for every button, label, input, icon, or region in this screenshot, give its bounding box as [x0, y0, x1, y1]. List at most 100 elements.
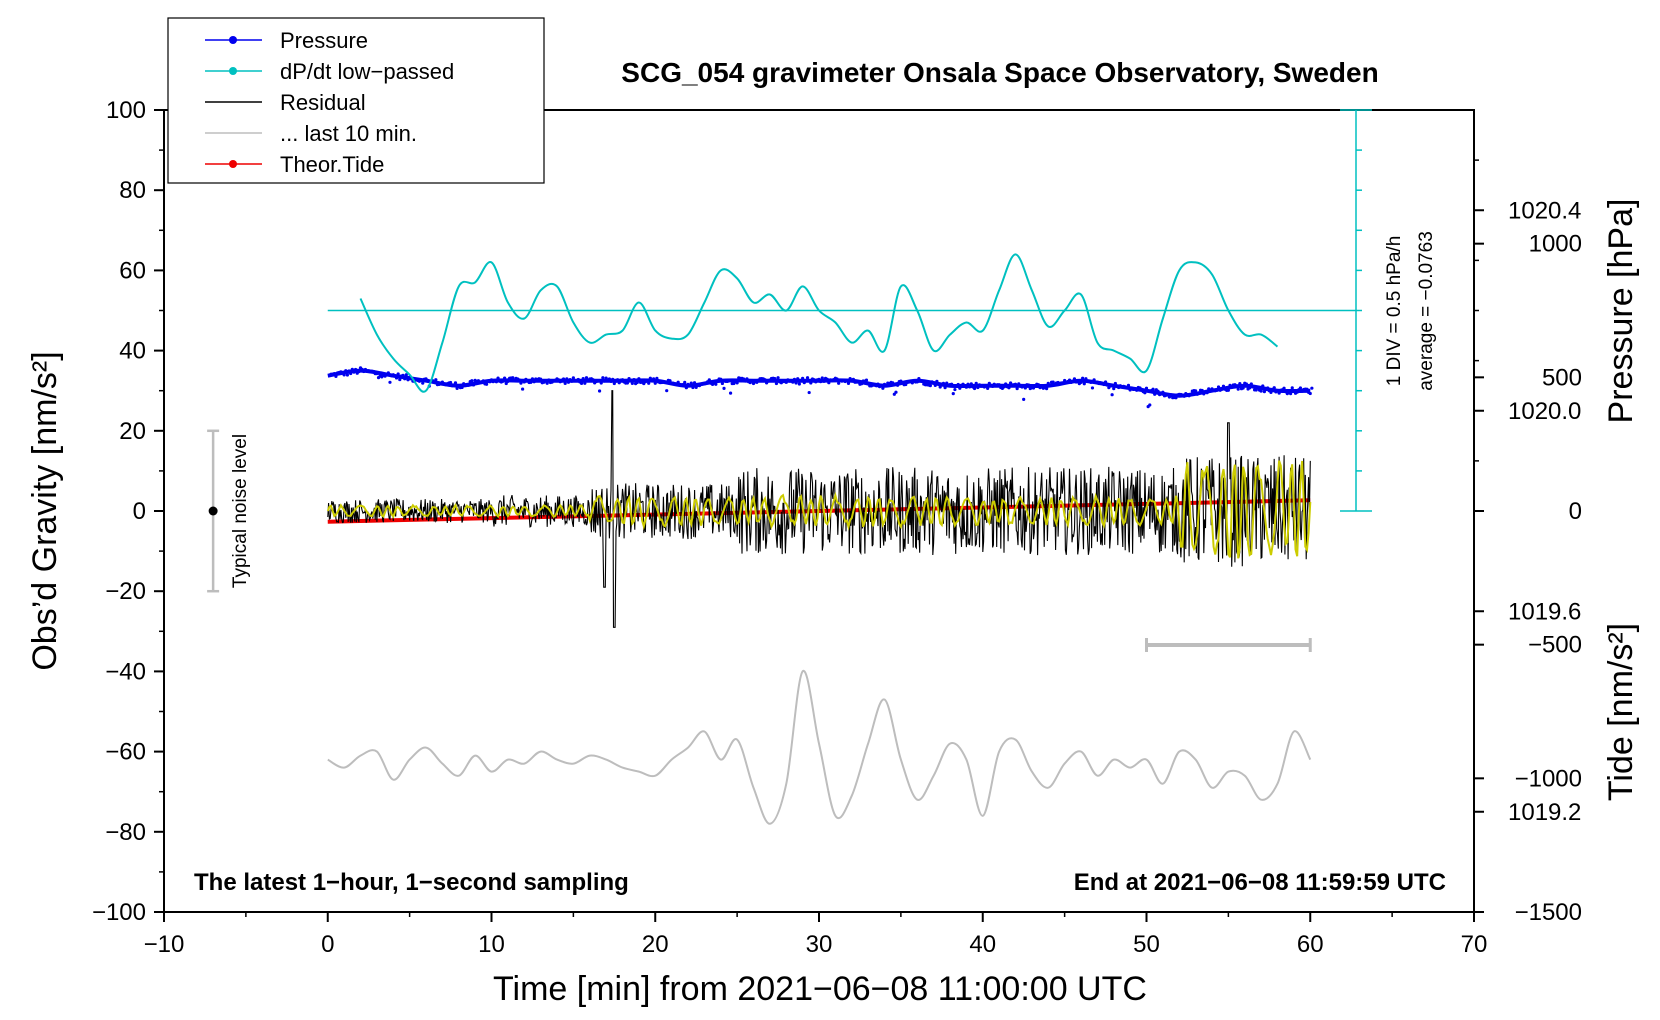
pressure-point [655, 376, 659, 380]
pressure-point [920, 379, 924, 383]
pressure-point [401, 373, 405, 377]
legend-marker [229, 160, 237, 168]
pressure-point [1200, 388, 1204, 393]
x-tick-label: 20 [642, 931, 669, 958]
pressure-point [941, 381, 946, 385]
y-axis-title-tide: Tide [nm/s²] [1602, 623, 1640, 801]
pressure-point [563, 381, 567, 386]
pressure-point [1139, 387, 1144, 392]
y-tick-label: 60 [119, 257, 146, 284]
pressure-point [349, 371, 353, 376]
pressure-point [719, 377, 723, 381]
pressure-point [683, 380, 687, 384]
pressure-point [1015, 386, 1019, 391]
pressure-point [471, 383, 476, 387]
pressure-point [426, 378, 430, 382]
pressure-point [517, 378, 521, 382]
pressure-scale-ruler [1340, 109, 1372, 512]
pressure-point [792, 377, 797, 381]
pressure-point [1022, 397, 1026, 402]
pressure-point [1277, 391, 1281, 395]
pressure-point [845, 378, 849, 383]
pressure-point [581, 376, 585, 381]
pressure-point [543, 379, 548, 383]
pressure-point [684, 386, 688, 390]
x-tick-label: 10 [478, 931, 505, 958]
pressure-point [1020, 385, 1024, 389]
pressure-point [969, 382, 973, 386]
pressure-point [481, 379, 485, 383]
pressure-point [591, 378, 595, 382]
pressure-point [1148, 403, 1152, 407]
pressure-point [986, 386, 990, 391]
pressure-point [630, 381, 634, 385]
pressure-point [1081, 376, 1085, 380]
pressure-point [1102, 382, 1106, 387]
pressure-point [968, 385, 972, 389]
pressure-point [632, 377, 636, 382]
pressure-point [817, 377, 821, 381]
pressure-point [1295, 390, 1299, 394]
pressure-point [859, 382, 864, 386]
legend-label: Pressure [280, 28, 368, 53]
pressure-point [707, 378, 711, 382]
y-tick-label: −100 [92, 899, 146, 926]
pressure-point [791, 380, 795, 384]
pressure-point [561, 377, 566, 381]
pressure-point [1244, 382, 1248, 386]
pressure-point [571, 376, 575, 380]
pressure-point [352, 370, 356, 374]
pressure-point [625, 381, 630, 385]
pressure-point [950, 382, 954, 386]
pressure-point [1027, 383, 1031, 387]
chart-title: SCG_054 gravimeter Onsala Space Observat… [621, 57, 1378, 88]
pressure-point [1161, 390, 1165, 394]
dpdt-series-line [359, 253, 1279, 393]
pressure-point [565, 377, 569, 381]
pressure-point [647, 381, 651, 385]
pressure-point [891, 381, 895, 385]
pressure-tick-label: 1020.4 [1508, 197, 1581, 224]
pressure-point [1166, 393, 1170, 397]
pressure-point [579, 381, 584, 385]
pressure-point [728, 391, 733, 395]
pressure-point [881, 386, 885, 390]
pressure-point [763, 378, 767, 382]
pressure-point [1236, 387, 1240, 391]
pressure-point [974, 381, 978, 385]
pressure-point [602, 379, 607, 383]
pressure-point [822, 379, 826, 383]
pressure-point [1002, 385, 1006, 389]
pressure-point [394, 376, 399, 380]
pressure-point [825, 377, 829, 381]
pressure-point [691, 385, 695, 390]
pressure-point [350, 367, 354, 371]
tide-tick-label: 1000 [1529, 231, 1582, 258]
pressure-point [805, 376, 810, 380]
pressure-point [1230, 385, 1234, 389]
pressure-point [1182, 394, 1186, 398]
pressure-point [692, 381, 697, 385]
pressure-point [347, 369, 351, 373]
pressure-point [1205, 391, 1209, 395]
pressure-point [750, 379, 754, 383]
pressure-point [1045, 387, 1049, 391]
pressure-point [1298, 386, 1303, 390]
pressure-point [910, 381, 914, 385]
pressure-point [501, 379, 505, 383]
pressure-point [519, 381, 523, 385]
pressure-point [774, 381, 779, 386]
pressure-point [396, 372, 400, 376]
pressure-point [1174, 396, 1178, 400]
last-10-min-layer [327, 670, 1312, 825]
average-label: average = −0.0763 [1416, 231, 1437, 391]
pressure-point [864, 378, 869, 382]
pressure-point [727, 378, 731, 382]
pressure-point [503, 376, 507, 380]
y-tick-label: 100 [106, 97, 146, 124]
pressure-point [611, 377, 615, 381]
pressure-point [807, 390, 811, 395]
pressure-point [720, 381, 724, 386]
y-tick-label: 0 [133, 498, 146, 525]
pressure-point [1089, 380, 1093, 385]
